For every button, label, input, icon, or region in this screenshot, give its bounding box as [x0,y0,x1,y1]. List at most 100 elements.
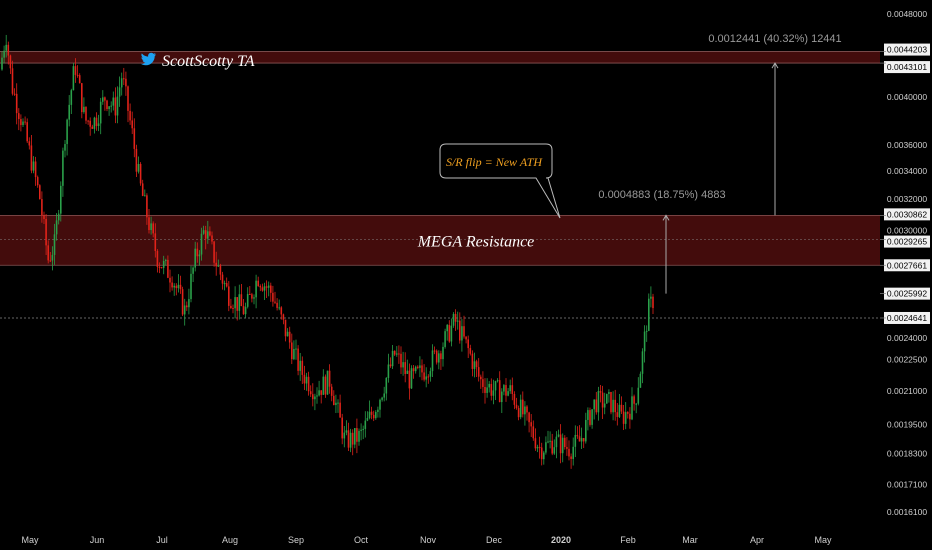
candle-body [125,78,127,87]
candle-body [549,440,551,442]
price-axis-label: 0.0048000 [887,9,927,19]
candle-body [406,370,409,374]
candle-body [528,412,530,423]
candle-body [501,391,503,403]
candle-body [608,392,610,394]
candle-body [234,297,236,309]
candle-body [309,391,312,395]
candle-body [150,223,152,231]
callout-bubble: S/R flip = New ATH [439,143,561,219]
candle-body [116,96,119,116]
candle-body [144,195,146,197]
candle-body [650,296,652,299]
candle-body [326,370,329,395]
price-axis-label: 0.0016100 [887,507,927,517]
candle-body [536,446,539,449]
candle-body [440,353,442,360]
candle-body [324,376,327,395]
candle-body [133,128,136,149]
price-axis-label: 0.0040000 [887,92,927,102]
candle-body [39,185,41,200]
candle-body [280,307,283,315]
candle-body [477,367,480,377]
candle-body [570,456,572,459]
candle-body [446,324,448,332]
candle-body [614,399,616,413]
candle-body [62,150,64,186]
candle-body [26,122,28,142]
candle-body [385,377,388,394]
candle-body [253,297,255,299]
price-axis-label: 0.0022500 [887,354,927,364]
candle-body [494,381,497,391]
candle-body [431,350,434,372]
candle-body [593,399,595,410]
candle-body [482,379,484,387]
candle-body [629,413,631,420]
candle-body [320,390,322,395]
candle-body [60,185,62,214]
candle-body [351,432,354,445]
candle-body [148,217,150,231]
candle-body [217,265,220,267]
candle-body [68,104,70,120]
candle-body [459,320,461,341]
candle-body [335,402,337,406]
candle-body [404,362,406,374]
time-axis-label: Nov [420,535,437,545]
candle-body [461,326,463,341]
zone-label: MEGA Resistance [417,233,535,250]
candle-body [524,406,526,415]
price-tag-bg [884,235,930,248]
price-axis-label: 0.0017100 [887,480,927,490]
candle-body [7,44,10,56]
candle-body [318,390,320,396]
candle-body [648,298,650,331]
price-axis-label: 0.0036000 [887,140,927,150]
candle-body [381,397,383,400]
price-axis-label: 0.0034000 [887,166,927,176]
candle-body [219,265,222,275]
candle-body [91,126,94,129]
candle-body [236,297,238,311]
candle-body [112,97,115,106]
upper-resistance-zone [0,51,880,64]
candle-body [295,348,297,350]
candle-body [179,284,182,290]
candle-body [643,331,646,352]
time-axis-label: May [21,535,39,545]
candle-body [291,342,293,360]
candle-body [34,161,37,178]
candle-body [139,163,142,184]
candle-body [463,326,465,337]
candle-body [249,293,251,295]
price-tag-bg [884,259,930,272]
callout-text: S/R flip = New ATH [446,155,543,169]
candle-body [387,364,390,378]
candle-body [559,434,562,454]
candle-body [484,386,486,393]
candle-body [574,434,577,447]
candle-body [64,144,66,151]
candle-body [135,148,138,172]
candle-body [83,106,85,113]
candle-body [312,394,314,400]
candle-body [196,248,199,257]
candle-body [152,223,154,234]
candle-body [564,437,566,448]
price-axis-label: 0.0018300 [887,449,927,459]
candle-body [110,105,112,107]
candle-body [211,235,213,242]
candle-body [551,440,553,454]
candle-body [99,101,102,124]
candle-body [603,403,606,408]
candle-body [307,376,310,392]
candle-body [530,422,532,427]
candle-body [496,380,499,382]
candle-body [47,245,49,261]
candle-body [370,411,373,415]
candle-body [215,262,217,267]
candle-body [377,409,379,412]
time-axis-label: Dec [486,535,503,545]
candle-body [486,387,488,393]
